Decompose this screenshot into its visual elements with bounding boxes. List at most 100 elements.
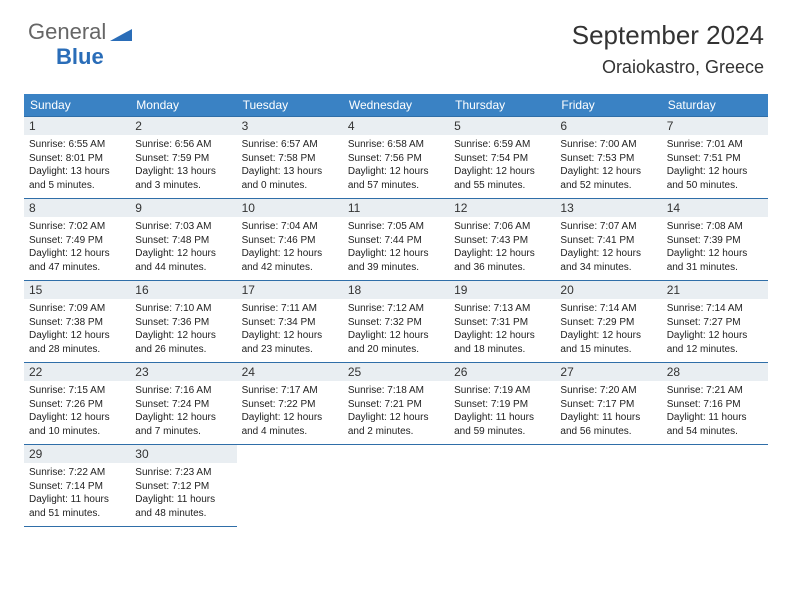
sunrise-text: Sunrise: 7:04 AM [242, 220, 338, 234]
brand-name-bottom: Blue [56, 44, 104, 69]
calendar-day-cell: 15Sunrise: 7:09 AMSunset: 7:38 PMDayligh… [24, 281, 130, 363]
sunset-text: Sunset: 7:53 PM [560, 152, 656, 166]
day-number: 3 [237, 117, 343, 135]
daylight-text: Daylight: 12 hours [560, 165, 656, 179]
sunset-text: Sunset: 7:34 PM [242, 316, 338, 330]
sunrise-text: Sunrise: 7:16 AM [135, 384, 231, 398]
calendar-day-cell: 7Sunrise: 7:01 AMSunset: 7:51 PMDaylight… [662, 117, 768, 199]
day-number: 18 [343, 281, 449, 299]
daylight-text: Daylight: 11 hours [560, 411, 656, 425]
daylight-text: Daylight: 12 hours [242, 329, 338, 343]
daylight-text: and 26 minutes. [135, 343, 231, 357]
sunset-text: Sunset: 7:48 PM [135, 234, 231, 248]
day-number: 14 [662, 199, 768, 217]
daylight-text: Daylight: 13 hours [135, 165, 231, 179]
daylight-text: and 12 minutes. [667, 343, 763, 357]
daylight-text: and 18 minutes. [454, 343, 550, 357]
calendar-day-cell: 25Sunrise: 7:18 AMSunset: 7:21 PMDayligh… [343, 363, 449, 445]
day-number: 1 [24, 117, 130, 135]
daylight-text: Daylight: 12 hours [29, 247, 125, 261]
sunrise-text: Sunrise: 7:22 AM [29, 466, 125, 480]
sunrise-text: Sunrise: 7:21 AM [667, 384, 763, 398]
calendar-day-cell: 4Sunrise: 6:58 AMSunset: 7:56 PMDaylight… [343, 117, 449, 199]
weekday-header: Monday [130, 94, 236, 117]
daylight-text: and 39 minutes. [348, 261, 444, 275]
daylight-text: Daylight: 11 hours [29, 493, 125, 507]
daylight-text: and 36 minutes. [454, 261, 550, 275]
day-number: 8 [24, 199, 130, 217]
daylight-text: and 5 minutes. [29, 179, 125, 193]
daylight-text: and 48 minutes. [135, 507, 231, 521]
calendar-day-cell: 22Sunrise: 7:15 AMSunset: 7:26 PMDayligh… [24, 363, 130, 445]
sunset-text: Sunset: 7:27 PM [667, 316, 763, 330]
calendar-day-cell: 16Sunrise: 7:10 AMSunset: 7:36 PMDayligh… [130, 281, 236, 363]
sunset-text: Sunset: 8:01 PM [29, 152, 125, 166]
sunrise-text: Sunrise: 7:19 AM [454, 384, 550, 398]
sunrise-text: Sunrise: 6:57 AM [242, 138, 338, 152]
sunrise-text: Sunrise: 7:20 AM [560, 384, 656, 398]
daylight-text: Daylight: 12 hours [135, 247, 231, 261]
sunrise-text: Sunrise: 6:56 AM [135, 138, 231, 152]
sunset-text: Sunset: 7:14 PM [29, 480, 125, 494]
sunrise-text: Sunrise: 7:12 AM [348, 302, 444, 316]
calendar-day-cell: 13Sunrise: 7:07 AMSunset: 7:41 PMDayligh… [555, 199, 661, 281]
sunset-text: Sunset: 7:58 PM [242, 152, 338, 166]
daylight-text: and 4 minutes. [242, 425, 338, 439]
calendar-day-cell: 12Sunrise: 7:06 AMSunset: 7:43 PMDayligh… [449, 199, 555, 281]
calendar-week-row: 1Sunrise: 6:55 AMSunset: 8:01 PMDaylight… [24, 117, 768, 199]
calendar-day-cell: 17 Sunrise: 7:11 AMSunset: 7:34 PMDayligh… [237, 281, 343, 363]
sunrise-text: Sunrise: 7:13 AM [454, 302, 550, 316]
sunset-text: Sunset: 7:31 PM [454, 316, 550, 330]
brand-name-top: General [28, 19, 106, 44]
calendar-day-cell: 11Sunrise: 7:05 AMSunset: 7:44 PMDayligh… [343, 199, 449, 281]
sunrise-text: Sunrise: 6:55 AM [29, 138, 125, 152]
sunrise-text: Sunrise: 7:02 AM [29, 220, 125, 234]
triangle-icon [110, 22, 132, 45]
sunset-text: Sunset: 7:32 PM [348, 316, 444, 330]
sunset-text: Sunset: 7:17 PM [560, 398, 656, 412]
daylight-text: Daylight: 13 hours [242, 165, 338, 179]
sunset-text: Sunset: 7:26 PM [29, 398, 125, 412]
page-header: General Blue September 2024 Oraiokastro,… [0, 0, 792, 86]
sunset-text: Sunset: 7:49 PM [29, 234, 125, 248]
daylight-text: and 56 minutes. [560, 425, 656, 439]
weekday-header: Wednesday [343, 94, 449, 117]
weekday-header: Friday [555, 94, 661, 117]
sunset-text: Sunset: 7:56 PM [348, 152, 444, 166]
sunset-text: Sunset: 7:21 PM [348, 398, 444, 412]
day-number: 21 [662, 281, 768, 299]
calendar-day-cell: 19Sunrise: 7:13 AMSunset: 7:31 PMDayligh… [449, 281, 555, 363]
sunrise-text: Sunrise: 7:01 AM [667, 138, 763, 152]
calendar-week-row: 15Sunrise: 7:09 AMSunset: 7:38 PMDayligh… [24, 281, 768, 363]
daylight-text: Daylight: 13 hours [29, 165, 125, 179]
calendar-day-cell: 18 Sunrise: 7:12 AMSunset: 7:32 PMDayligh… [343, 281, 449, 363]
brand-logo: General Blue [28, 20, 132, 68]
calendar-day-cell: 24Sunrise: 7:17 AMSunset: 7:22 PMDayligh… [237, 363, 343, 445]
daylight-text: Daylight: 12 hours [454, 329, 550, 343]
sunset-text: Sunset: 7:16 PM [667, 398, 763, 412]
daylight-text: and 3 minutes. [135, 179, 231, 193]
sunrise-text: Sunrise: 7:06 AM [454, 220, 550, 234]
daylight-text: and 7 minutes. [135, 425, 231, 439]
sunrise-text: Sunrise: 6:58 AM [348, 138, 444, 152]
sunset-text: Sunset: 7:46 PM [242, 234, 338, 248]
month-title: September 2024 [572, 20, 764, 51]
day-number: 17 [237, 281, 343, 299]
daylight-text: and 59 minutes. [454, 425, 550, 439]
calendar-table: Sunday Monday Tuesday Wednesday Thursday… [24, 94, 768, 527]
sunrise-text: Sunrise: 7:23 AM [135, 466, 231, 480]
day-number: 10 [237, 199, 343, 217]
day-number: 24 [237, 363, 343, 381]
daylight-text: Daylight: 12 hours [348, 329, 444, 343]
calendar-day-cell: 6Sunrise: 7:00 AMSunset: 7:53 PMDaylight… [555, 117, 661, 199]
sunset-text: Sunset: 7:29 PM [560, 316, 656, 330]
sunset-text: Sunset: 7:43 PM [454, 234, 550, 248]
daylight-text: Daylight: 12 hours [135, 411, 231, 425]
calendar-day-cell: 29Sunrise: 7:22 AMSunset: 7:14 PMDayligh… [24, 445, 130, 527]
day-number: 27 [555, 363, 661, 381]
sunrise-text: Sunrise: 7:11 AM [242, 302, 338, 316]
calendar-day-cell: 14Sunrise: 7:08 AMSunset: 7:39 PMDayligh… [662, 199, 768, 281]
daylight-text: Daylight: 11 hours [135, 493, 231, 507]
day-number: 2 [130, 117, 236, 135]
calendar-day-cell: 28Sunrise: 7:21 AMSunset: 7:16 PMDayligh… [662, 363, 768, 445]
